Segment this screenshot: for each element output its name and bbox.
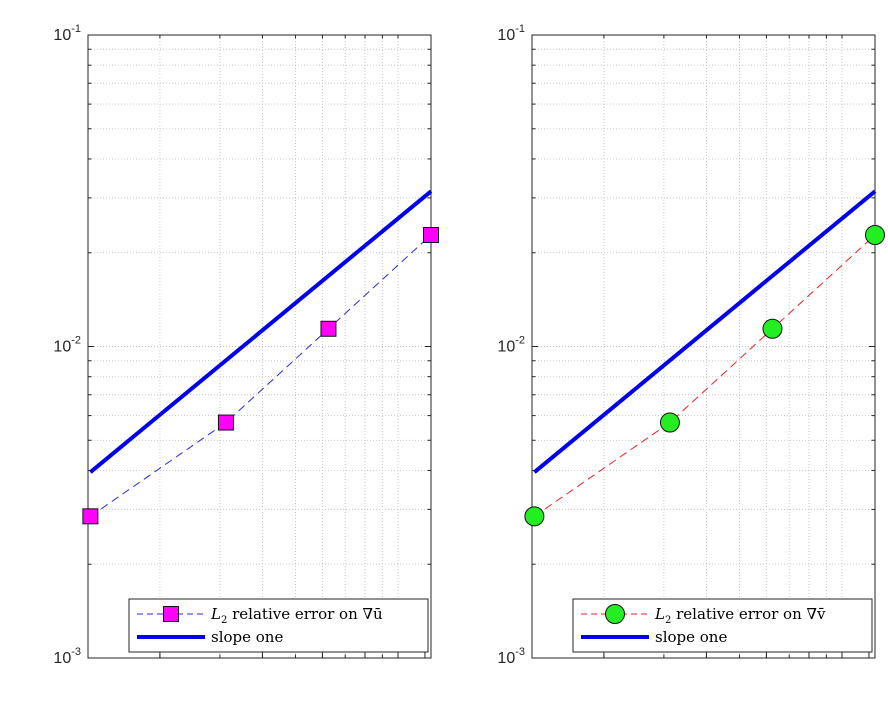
series-line xyxy=(534,234,876,517)
legend-marker-square xyxy=(163,606,179,622)
ticks xyxy=(532,34,875,659)
data-point-circle xyxy=(524,506,545,527)
series-line xyxy=(533,189,877,474)
data-point-square xyxy=(423,227,439,244)
y-tick-label: 10-2 xyxy=(497,335,525,356)
series-l2-error xyxy=(524,225,885,527)
y-tick-label: 10-1 xyxy=(497,23,525,44)
data-point-square xyxy=(320,320,337,337)
series-line xyxy=(90,234,432,517)
data-point-circle xyxy=(762,318,783,339)
legend-marker-circle xyxy=(605,604,625,624)
series-l2-error xyxy=(82,227,439,525)
y-tick-label: 10-3 xyxy=(497,646,525,667)
series-slope-one xyxy=(89,189,433,474)
legend-label: slope one xyxy=(211,628,283,646)
series-line xyxy=(89,189,433,474)
y-tick-label: 10-1 xyxy=(53,23,81,44)
legend: L2 relative error on ∇v̄ slope one xyxy=(572,598,873,653)
chart-panel-a: 10-3 10-2 10-1 L2 relative error on ∇ū slope… xyxy=(53,23,439,667)
chart-panel-b: 10-3 10-2 10-1 L2 relative error on ∇v̄ slop… xyxy=(497,23,885,667)
y-tick-label: 10-2 xyxy=(53,335,81,356)
legend-label: slope one xyxy=(655,628,727,646)
legend-label: L2 relative error on ∇ū xyxy=(210,605,383,626)
legend: L2 relative error on ∇ū slope one xyxy=(128,598,429,653)
legend-label: L2 relative error on ∇v̄ xyxy=(654,605,826,626)
grid xyxy=(88,35,431,658)
y-tick-label: 10-3 xyxy=(53,646,81,667)
data-point-square xyxy=(82,508,99,525)
grid xyxy=(532,35,875,658)
series-slope-one xyxy=(533,189,877,474)
data-point-circle xyxy=(659,412,680,433)
data-point-circle xyxy=(865,225,885,246)
data-point-square xyxy=(217,414,234,431)
